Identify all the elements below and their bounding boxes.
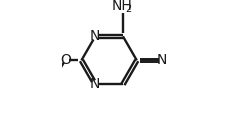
Text: N: N: [157, 53, 167, 67]
Text: N: N: [90, 29, 100, 43]
Text: NH: NH: [112, 0, 132, 13]
Text: O: O: [61, 53, 71, 67]
Text: N: N: [90, 77, 100, 91]
Text: 2: 2: [126, 4, 132, 14]
